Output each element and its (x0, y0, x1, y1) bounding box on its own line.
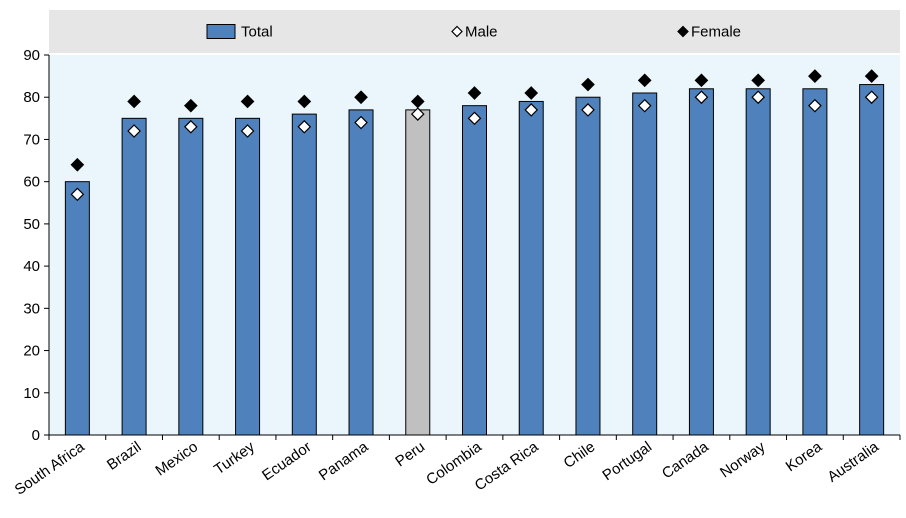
y-tick-label: 20 (23, 343, 40, 360)
bar-chile (575, 96, 601, 436)
male-marker-ecuador (297, 119, 312, 134)
y-tick-label: 70 (23, 131, 40, 148)
male-marker-turkey (240, 124, 255, 138)
bar-peru (405, 109, 431, 436)
legend-swatch-total (206, 24, 236, 39)
female-marker-peru (410, 94, 425, 109)
y-tick-label: 30 (23, 300, 40, 317)
female-marker-brazil (127, 94, 141, 109)
y-tick-label: 80 (23, 89, 40, 106)
category-label: Ecuador (259, 438, 315, 484)
y-tick-label: 40 (23, 258, 40, 275)
category-label: South Africa (12, 438, 89, 499)
female-marker-korea (808, 69, 822, 83)
category-label: Peru (392, 438, 428, 470)
y-tick-label: 50 (23, 216, 40, 233)
male-marker-colombia (467, 111, 482, 126)
legend-label-total: Total (241, 24, 273, 41)
legend-background (49, 10, 900, 53)
female-marker-canada (694, 73, 709, 88)
male-marker-mexico (183, 119, 198, 134)
legend-label-male: Male (465, 24, 498, 41)
bar-mexico (178, 117, 204, 436)
category-label: Norway (717, 438, 769, 481)
bar-south-africa (64, 181, 90, 436)
category-label: Brazil (104, 438, 144, 473)
female-marker-chile (581, 77, 595, 92)
y-tick-label: 90 (23, 47, 40, 64)
legend-swatch-male (451, 25, 463, 38)
female-marker-ecuador (297, 94, 312, 109)
male-marker-panama (354, 115, 368, 130)
category-label: Canada (659, 438, 712, 482)
male-marker-korea (808, 98, 822, 113)
bar-norway (745, 88, 771, 436)
y-tick-label: 60 (23, 174, 40, 191)
bar-costa-rica (518, 100, 544, 436)
male-marker-portugal (637, 98, 652, 113)
female-marker-panama (354, 90, 368, 105)
category-label: Turkey (211, 438, 258, 478)
category-label: Portugal (599, 438, 655, 484)
female-marker-mexico (183, 98, 198, 113)
male-marker-australia (864, 90, 879, 105)
female-marker-colombia (467, 86, 482, 100)
bar-ecuador (291, 113, 317, 436)
category-label: Korea (783, 438, 826, 475)
bar-colombia (462, 105, 487, 436)
y-tick-label: 10 (23, 385, 40, 402)
male-marker-norway (751, 90, 766, 105)
male-marker-peru (410, 107, 425, 121)
markers-group (70, 69, 879, 202)
male-marker-south-africa (70, 187, 85, 202)
bar-korea (802, 88, 828, 436)
category-label: Costa Rica (472, 438, 542, 494)
legend-label-female: Female (691, 24, 741, 41)
female-marker-south-africa (70, 157, 85, 172)
bar-canada (688, 88, 714, 436)
bar-brazil (121, 117, 147, 436)
bar-portugal (632, 92, 658, 436)
bar-turkey (235, 117, 261, 436)
female-marker-norway (751, 73, 766, 88)
female-marker-turkey (240, 94, 255, 109)
female-marker-costa-rica (524, 86, 539, 100)
female-marker-portugal (637, 73, 652, 88)
male-marker-chile (581, 103, 595, 117)
bar-australia (859, 84, 885, 436)
bar-panama (348, 109, 374, 436)
category-label: Mexico (152, 438, 201, 479)
male-marker-costa-rica (524, 103, 539, 117)
male-marker-brazil (127, 124, 141, 138)
category-label: Chile (561, 438, 599, 472)
legend: Total Male Female (206, 24, 741, 41)
male-marker-canada (694, 90, 709, 105)
legend-swatch-female (677, 25, 689, 38)
female-marker-australia (864, 69, 879, 83)
category-label: Panama (316, 438, 372, 484)
bars-group (64, 84, 885, 436)
category-label: Australia (824, 438, 882, 486)
y-tick-label: 0 (32, 427, 40, 444)
